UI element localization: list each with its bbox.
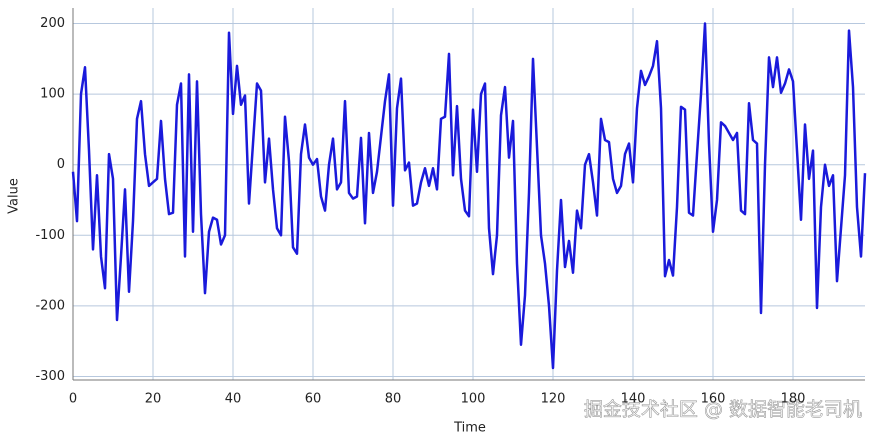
data-line: [71, 22, 867, 370]
y-axis-title: Value: [7, 178, 22, 214]
y-tick-label: -100: [35, 228, 65, 243]
y-tick-label: 100: [40, 87, 65, 102]
x-tick-label: 160: [701, 392, 726, 407]
x-tick-label: 0: [69, 392, 77, 407]
x-tick-label: 100: [461, 392, 486, 407]
x-tick-label: 180: [781, 392, 806, 407]
y-tick-label: -300: [35, 369, 65, 384]
x-tick-label: 60: [305, 392, 322, 407]
x-tick-label: 140: [621, 392, 646, 407]
x-tick-label: 80: [385, 392, 402, 407]
x-tick-label: 120: [541, 392, 566, 407]
watermark: 掘金技术社区 @ 数据智能老司机: [584, 399, 862, 421]
y-tick-label: 200: [40, 16, 65, 31]
y-tick-label: -200: [35, 298, 65, 313]
x-tick-label: 40: [225, 392, 242, 407]
x-axis-title: Time: [453, 421, 486, 436]
y-tick-label: 0: [57, 157, 65, 172]
x-tick-label: 20: [145, 392, 162, 407]
